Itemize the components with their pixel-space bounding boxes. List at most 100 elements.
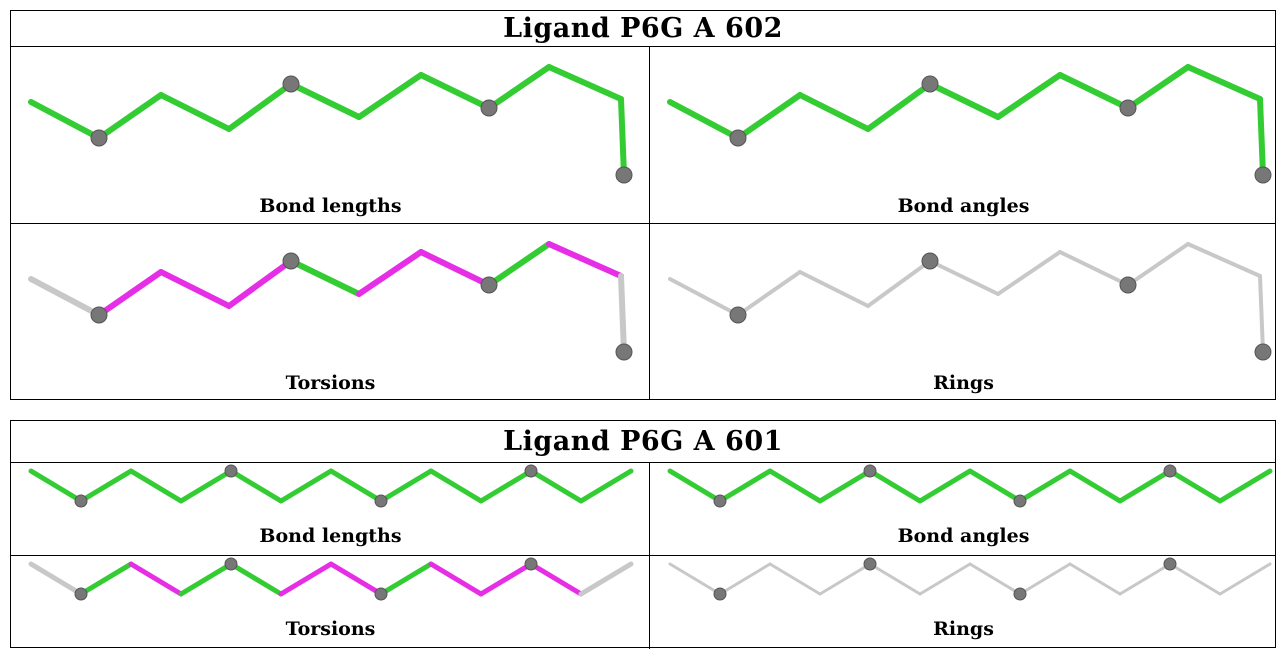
- bond: [528, 561, 584, 597]
- bond: [28, 561, 84, 597]
- bond: [667, 468, 723, 504]
- molecule-torsions-602: [28, 241, 633, 361]
- cell-bond-lengths-602: Bond lengths: [11, 47, 650, 224]
- oxygen-atom: [1119, 99, 1137, 117]
- bond: [917, 468, 973, 504]
- bond: [1257, 96, 1266, 178]
- divider: [11, 555, 1275, 556]
- bond: [1217, 468, 1273, 504]
- oxygen-atom: [921, 252, 939, 270]
- cell-bond-lengths-601: Bond lengths: [11, 463, 650, 556]
- bond: [996, 250, 1062, 296]
- bond: [736, 270, 802, 317]
- bond: [478, 561, 534, 597]
- cell-torsions-601: Torsions: [11, 556, 650, 649]
- bond: [428, 561, 484, 597]
- bond: [968, 562, 1022, 596]
- oxygen-atom: [282, 252, 300, 270]
- molecule-torsions-601: [28, 557, 634, 601]
- bond: [918, 562, 972, 596]
- bond: [668, 562, 722, 596]
- bond: [228, 561, 284, 597]
- bond: [867, 468, 923, 504]
- bond: [128, 468, 184, 504]
- bond: [817, 468, 873, 504]
- oxygen-atom: [615, 166, 633, 184]
- bond: [578, 468, 634, 504]
- oxygen-atom: [74, 494, 88, 508]
- bond: [735, 92, 803, 141]
- cell-bond-angles-602: Bond angles: [650, 47, 1276, 224]
- bond: [1058, 250, 1130, 287]
- label-torsions-602: Torsions: [285, 372, 376, 394]
- oxygen-atom: [1013, 494, 1027, 508]
- bond: [228, 468, 284, 504]
- bond: [28, 276, 102, 318]
- bond: [1186, 242, 1262, 278]
- bond: [865, 81, 933, 132]
- bond: [1018, 562, 1072, 596]
- bond: [288, 81, 362, 120]
- oxygen-atom: [524, 557, 538, 571]
- bond: [356, 249, 424, 297]
- bond: [1258, 274, 1265, 354]
- oxygen-atom: [282, 75, 300, 93]
- bond: [768, 562, 822, 596]
- cell-bond-angles-601: Bond angles: [650, 463, 1276, 556]
- bond: [797, 92, 871, 132]
- bond: [128, 561, 184, 597]
- cell-torsions-602: Torsions: [11, 224, 650, 401]
- bond: [578, 561, 634, 597]
- bond: [1167, 468, 1223, 504]
- bond: [418, 72, 492, 111]
- label-bond-angles-602: Bond angles: [897, 195, 1030, 217]
- bond: [158, 269, 232, 309]
- bond: [356, 72, 424, 120]
- cell-rings-601: Rings: [650, 556, 1276, 649]
- bond: [1117, 468, 1173, 504]
- oxygen-atom: [1163, 557, 1177, 571]
- bond: [78, 468, 134, 504]
- divider: [11, 223, 1275, 224]
- molecule-rings-602: [668, 242, 1272, 361]
- bond: [178, 561, 234, 597]
- bond: [328, 561, 384, 597]
- ligand-title-602: Ligand P6G A 602: [11, 11, 1275, 47]
- oxygen-atom: [729, 306, 747, 324]
- ligand-panel-602: Ligand P6G A 602 Bond lengths Bond angle…: [10, 10, 1276, 400]
- molecule-bond-angles-602: [667, 64, 1272, 184]
- molecule-bond-lengths-601: [28, 464, 634, 508]
- bond: [378, 468, 434, 504]
- bond: [1118, 562, 1172, 596]
- oxygen-atom: [480, 276, 498, 294]
- ligand-panel-601: Ligand P6G A 601 Bond lengths Bond angle…: [10, 420, 1276, 649]
- bond: [1126, 242, 1190, 287]
- bond: [78, 561, 134, 597]
- bond: [618, 96, 627, 178]
- bond: [528, 468, 584, 504]
- oxygen-atom: [1163, 464, 1177, 478]
- bond: [717, 468, 773, 504]
- bond: [378, 561, 434, 597]
- bond: [967, 468, 1023, 504]
- bond: [486, 64, 552, 111]
- bond: [866, 259, 932, 308]
- bond: [798, 270, 870, 308]
- bond: [667, 99, 741, 141]
- oxygen-atom: [729, 129, 747, 147]
- oxygen-atom: [615, 343, 633, 361]
- oxygen-atom: [224, 464, 238, 478]
- bond: [995, 72, 1063, 120]
- label-bond-lengths-601: Bond lengths: [259, 525, 402, 547]
- oxygen-atom: [74, 587, 88, 601]
- bond: [1185, 64, 1263, 102]
- bond: [668, 277, 740, 317]
- oxygen-atom: [863, 464, 877, 478]
- oxygen-atom: [1013, 587, 1027, 601]
- bond: [178, 468, 234, 504]
- bond: [1218, 562, 1272, 596]
- oxygen-atom: [1254, 166, 1272, 184]
- oxygen-atom: [480, 99, 498, 117]
- bond: [226, 258, 294, 309]
- bond: [1057, 72, 1131, 111]
